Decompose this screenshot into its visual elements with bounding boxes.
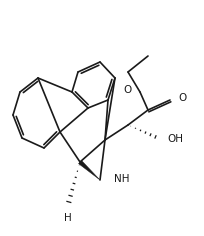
Text: H: H xyxy=(64,213,72,223)
Text: O: O xyxy=(177,93,185,103)
Polygon shape xyxy=(78,160,100,180)
Text: OH: OH xyxy=(166,134,182,144)
Text: O: O xyxy=(123,85,131,95)
Text: NH: NH xyxy=(113,174,129,184)
